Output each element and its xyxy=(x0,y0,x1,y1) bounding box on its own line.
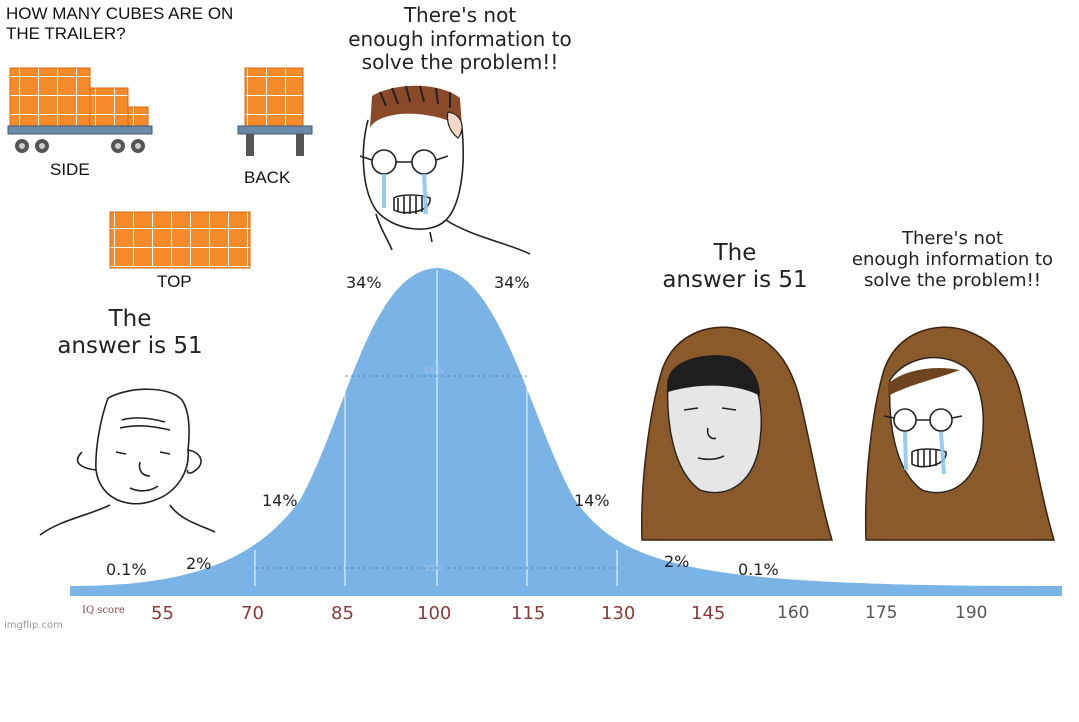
hooded-monk-crying xyxy=(864,326,1056,541)
top-view-label: TOP xyxy=(157,272,192,291)
back-view-label: BACK xyxy=(244,168,291,187)
quote-middle: There's not enough information to solve … xyxy=(348,3,572,75)
quote-right-high: There's not enough information to solve … xyxy=(851,228,1054,292)
iq-tick: 115 xyxy=(511,603,546,624)
iq-tick: 130 xyxy=(601,603,636,624)
side-view-label: SIDE xyxy=(50,160,90,179)
iq-tick: 70 xyxy=(241,603,264,624)
pct-left-14: 14% xyxy=(262,491,298,510)
quote-right-low: The answer is 51 xyxy=(662,240,808,294)
pct-far-left: 0.1% xyxy=(106,560,147,579)
trailer-side-view xyxy=(7,67,153,153)
iq-tick: 175 xyxy=(865,603,898,623)
bell-curve xyxy=(70,268,1062,596)
iq-tick: 85 xyxy=(331,603,354,624)
watermark: imgflip.com xyxy=(4,620,63,631)
pct-right-14: 14% xyxy=(574,491,610,510)
iq-tick: 190 xyxy=(955,603,988,623)
iq-tick: 55 xyxy=(151,603,174,624)
pct-far-right: 0.1% xyxy=(738,560,779,579)
pct-inner-68: 68% xyxy=(424,366,445,376)
pct-inner-95: 95% xyxy=(424,564,445,574)
trailer-back-view xyxy=(237,67,313,156)
puzzle-question: HOW MANY CUBES ARE ON THE TRAILER? xyxy=(6,4,234,44)
trailer-top-view xyxy=(109,211,251,269)
iq-axis-label: IQ score xyxy=(82,605,125,616)
wojak-middle xyxy=(359,85,531,255)
iq-tick: 100 xyxy=(417,603,452,624)
pct-left-2: 2% xyxy=(186,554,212,573)
iq-tick: 145 xyxy=(691,603,726,624)
pct-right-34: 34% xyxy=(494,273,530,292)
quote-left-low: The answer is 51 xyxy=(57,306,203,360)
pct-left-34: 34% xyxy=(346,273,382,292)
wojak-low-iq xyxy=(39,388,216,536)
iq-tick: 160 xyxy=(777,603,810,623)
hooded-monk-calm xyxy=(641,326,834,541)
pct-right-2: 2% xyxy=(664,552,690,571)
